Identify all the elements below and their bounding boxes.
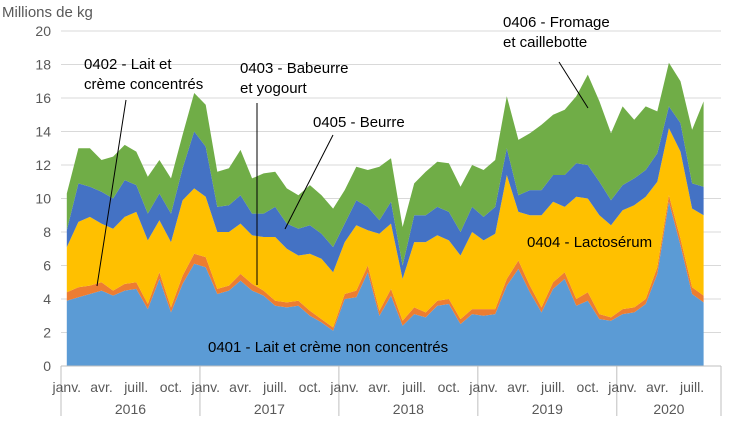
y-tick-label: 20 — [35, 23, 51, 39]
y-tick-label: 8 — [43, 224, 51, 240]
month-tick-label: avr. — [368, 379, 391, 395]
annotation-label: 0403 - Babeurre — [240, 60, 348, 77]
annotation-leader-line — [284, 134, 334, 230]
month-tick-label: janv. — [468, 379, 498, 395]
month-tick-label: oct. — [438, 379, 461, 395]
month-tick-label: oct. — [299, 379, 322, 395]
annotation-label: 0402 - Lait et — [84, 56, 172, 73]
area-series-0 — [66, 201, 704, 366]
area-series-3 — [66, 106, 704, 279]
annotation-label: et caillebotte — [503, 34, 587, 51]
annotation-leader-line — [558, 61, 589, 109]
y-tick-label: 0 — [43, 358, 51, 374]
year-label: 2019 — [532, 401, 563, 417]
area-series-1 — [66, 195, 704, 331]
month-tick-label: avr. — [507, 379, 530, 395]
month-tick-label: janv. — [329, 379, 359, 395]
month-tick-label: oct. — [160, 379, 183, 395]
axes: 0 2 4 6 8 10 12 14 16 18 20 2016 janv. avr. juill. oct.… — [35, 23, 722, 417]
annotation-label: 0405 - Beurre — [313, 114, 405, 131]
month-tick-label: juill. — [401, 379, 426, 395]
month-tick-label: juill. — [540, 379, 565, 395]
month-tick-label: avr. — [229, 379, 252, 395]
area-series-4 — [66, 62, 704, 266]
annotations: 0402 - Lait et crème concentrés 0403 - Bab… — [84, 14, 652, 356]
month-tick-label: oct. — [577, 379, 600, 395]
y-tick-label: 16 — [35, 90, 51, 106]
month-tick-label: janv. — [52, 379, 82, 395]
year-label: 2018 — [393, 401, 424, 417]
month-tick-label: juill. — [262, 379, 287, 395]
year-label: 2016 — [115, 401, 146, 417]
annotation-label: crème concentrés — [84, 76, 203, 93]
area-series-2 — [66, 128, 704, 328]
y-tick-label: 6 — [43, 258, 51, 274]
y-tick-label: 10 — [35, 191, 51, 207]
y-axis-unit-label: Millions de kg — [2, 4, 93, 21]
y-tick-label: 14 — [35, 124, 51, 140]
annotation-label: 0404 - Lactosérum — [527, 234, 652, 251]
month-tick-label: janv. — [607, 379, 637, 395]
annotation-label: et yogourt — [240, 80, 308, 97]
annotation-label: 0406 - Fromage — [503, 14, 610, 31]
month-tick-label: avr. — [90, 379, 113, 395]
year-label: 2017 — [254, 401, 285, 417]
month-tick-label: janv. — [190, 379, 220, 395]
y-tick-label: 4 — [43, 291, 51, 307]
y-tick-label: 12 — [35, 157, 51, 173]
month-tick-label: juill. — [123, 379, 148, 395]
year-label: 2020 — [653, 401, 684, 417]
annotation-leader-line — [96, 99, 127, 287]
annotation-label: 0401 - Lait et crème non concentrés — [208, 339, 448, 356]
month-tick-label: juill. — [679, 379, 704, 395]
area-series — [66, 62, 704, 366]
y-tick-label: 18 — [35, 57, 51, 73]
month-tick-label: avr. — [646, 379, 669, 395]
y-tick-label: 2 — [43, 325, 51, 341]
